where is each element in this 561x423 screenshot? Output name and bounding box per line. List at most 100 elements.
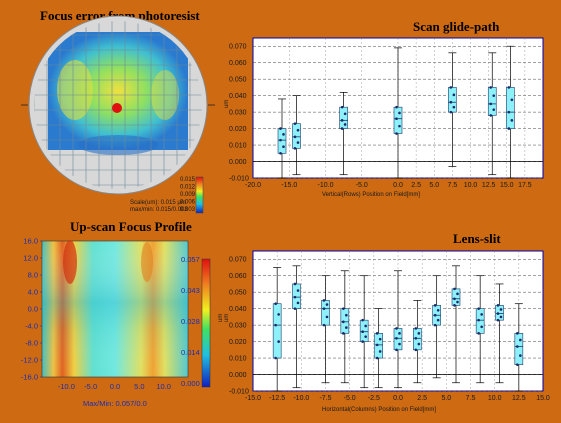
lens-point xyxy=(519,354,522,357)
lens-point xyxy=(516,345,519,348)
lens-point xyxy=(456,300,459,304)
wafer-scale-text: Scale(um): 0.015 µm xyxy=(130,200,186,206)
lens-point xyxy=(516,332,519,335)
lens-point xyxy=(496,312,500,315)
lens-point xyxy=(378,350,382,353)
lens-x-tick-label: -10.0 xyxy=(293,395,309,402)
wafer-colorbar-tick-label: 0.009 xyxy=(180,192,196,198)
lens-y-tick-label: 0.020 xyxy=(229,339,247,346)
upscan-hot-band-left xyxy=(63,240,77,284)
scan-x-tick-label: 7.5 xyxy=(448,182,458,189)
lens-x-tick-label: 5.0 xyxy=(441,395,451,402)
lens-point xyxy=(398,342,401,346)
lens-point xyxy=(361,318,364,322)
upscan-x-tick-label: 0.0 xyxy=(110,382,120,391)
wafer-colorbar-tick-label: 0.006 xyxy=(180,200,196,206)
scan-point xyxy=(395,132,398,135)
scan-point xyxy=(395,117,398,121)
lens-point xyxy=(274,323,277,327)
lens-y-tick-label: -0.010 xyxy=(229,389,249,396)
scan-x-label: Vertical(Rows) Position on Field[mm] xyxy=(322,192,420,198)
lens-point xyxy=(453,297,456,301)
lens-slit-marks: 0.070 0.060 0.050 0.040 0.030 0.020 0.010 0.000… xyxy=(229,251,550,402)
lens-point xyxy=(322,307,326,310)
scan-point xyxy=(343,123,347,126)
lens-x-tick-label: -15.0 xyxy=(245,395,261,402)
upscan-y-tick-label: 16.0 xyxy=(23,237,38,246)
lens-point xyxy=(274,302,277,306)
lens-x-tick-label: -2.5 xyxy=(368,395,380,402)
scan-point xyxy=(296,128,300,132)
upscan-y-tick-label: -12.0 xyxy=(21,356,38,365)
lens-point xyxy=(375,356,379,360)
lens-point xyxy=(296,301,300,305)
lens-box xyxy=(495,305,504,321)
lens-slit-title: Lens-slit xyxy=(453,231,501,246)
lens-point xyxy=(322,299,326,302)
scan-point xyxy=(293,135,297,139)
lens-point xyxy=(477,307,480,310)
upscan-colorbar-tick-label: 0.057 xyxy=(181,255,200,264)
lens-point xyxy=(519,338,522,342)
scan-y-tick-label: 0.060 xyxy=(229,60,247,67)
scan-x-tick-label: -5.0 xyxy=(356,182,368,189)
lens-point xyxy=(277,340,280,343)
scan-box xyxy=(339,106,348,129)
wafer-maxmin-text: max/min: 0.015/0.003 xyxy=(130,207,188,213)
lens-x-tick-label: 7.5 xyxy=(466,395,476,402)
scan-point xyxy=(489,114,493,117)
scan-point xyxy=(282,133,285,136)
lens-point xyxy=(414,327,418,330)
upscan-title: Up-scan Focus Profile xyxy=(70,219,192,234)
lens-point xyxy=(453,304,456,307)
upscan-y-tick-label: 4.0 xyxy=(28,288,38,297)
wafer-colorbar xyxy=(195,176,204,214)
scan-x-tick-label: -10.0 xyxy=(318,182,334,189)
scan-glide-path-panel: Scan glide-path 0.070 0.060 0.050 0.040 0.03… xyxy=(224,19,544,198)
scan-point xyxy=(340,119,344,122)
lens-point xyxy=(480,325,483,329)
lens-point xyxy=(477,332,480,335)
scan-point xyxy=(279,151,282,155)
upscan-y-tick-label: 0.0 xyxy=(28,305,38,314)
scan-point xyxy=(279,127,282,130)
lens-point xyxy=(414,348,418,352)
lens-y-tick-label: 0.000 xyxy=(229,372,247,379)
lens-point xyxy=(433,304,437,307)
scan-box xyxy=(506,87,515,129)
lens-box xyxy=(340,308,350,334)
lens-point xyxy=(436,318,440,322)
lens-point xyxy=(293,282,297,286)
lens-y-tick-label: 0.070 xyxy=(229,257,247,264)
upscan-colorbar-tick-label: 0.000 xyxy=(181,379,200,388)
lens-x-tick-label: 12.5 xyxy=(512,395,526,402)
lens-point xyxy=(296,289,300,292)
scan-y-tick-label: -0.010 xyxy=(229,176,249,183)
lens-point xyxy=(436,308,440,312)
lens-x-tick-label: -5.0 xyxy=(344,395,356,402)
lens-point xyxy=(499,308,503,311)
lens-point xyxy=(480,313,483,316)
lens-point xyxy=(395,327,398,330)
lens-y-tick-label: 0.030 xyxy=(229,323,247,330)
scan-point xyxy=(510,98,514,102)
wafer-map-title: Focus error from photoresist xyxy=(40,8,200,23)
wafer-heatmap xyxy=(34,21,202,189)
lens-point xyxy=(325,315,329,319)
scan-point xyxy=(398,111,401,115)
scan-box xyxy=(292,123,301,149)
lens-point xyxy=(345,326,348,329)
scan-box xyxy=(448,87,457,113)
upscan-y-tick-label: -8.0 xyxy=(25,339,38,348)
scan-y-tick-label: 0.020 xyxy=(229,126,247,133)
lens-point xyxy=(342,320,345,324)
scan-y-tick-label: 0.000 xyxy=(229,159,247,166)
upscan-x-tick-label: -5.0 xyxy=(84,382,97,391)
lens-point xyxy=(277,313,280,316)
scan-point xyxy=(293,122,297,125)
scan-y-tick-label: 0.030 xyxy=(229,110,247,117)
scan-x-tick-label: 15.0 xyxy=(500,182,514,189)
lens-x-label: Horizontal(Columns) Position on Field[mm… xyxy=(322,407,436,413)
